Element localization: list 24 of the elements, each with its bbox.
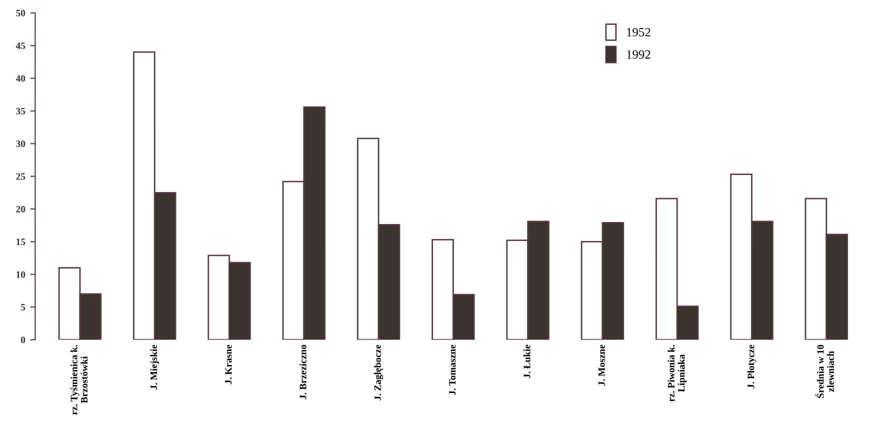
y-tick-label: 45 — [16, 42, 26, 50]
x-tick-label: Średnia w 10 zlewniach — [815, 344, 834, 398]
x-tick-label: rz. Piwonia k. Lipniaka — [668, 344, 687, 402]
legend-label: 1992 — [627, 50, 650, 59]
y-tick-label: 0 — [20, 336, 26, 344]
x-tick-label: J. Zagłębocze — [374, 344, 384, 400]
y-tick-label: 35 — [16, 108, 26, 114]
x-tick-label: J. Tomaszne — [449, 344, 456, 395]
y-tick-label: 25 — [16, 173, 26, 180]
x-tick-label: J. Płotycze — [747, 344, 756, 388]
x-tick-label: J. Krasne — [225, 344, 232, 384]
y-tick-label: 50 — [16, 10, 26, 16]
y-tick-label: 20 — [16, 206, 26, 212]
y-tick-label: 30 — [16, 140, 26, 148]
x-tick-label: J. Moszne — [598, 344, 605, 386]
x-tick-label: J. Brzeziczno — [300, 344, 306, 400]
x-tick-label: J. Miejskie — [150, 344, 160, 390]
x-tick-label: J. Łukie — [523, 344, 530, 378]
y-tick-label: 15 — [16, 238, 26, 246]
legend-label: 1952 — [627, 28, 650, 36]
y-tick-label: 5 — [21, 304, 26, 310]
y-tick-label: 40 — [16, 75, 26, 82]
y-tick-label: 10 — [16, 271, 26, 278]
x-tick-label: rz. Tyśmienica k. Brzostówki — [70, 344, 88, 415]
